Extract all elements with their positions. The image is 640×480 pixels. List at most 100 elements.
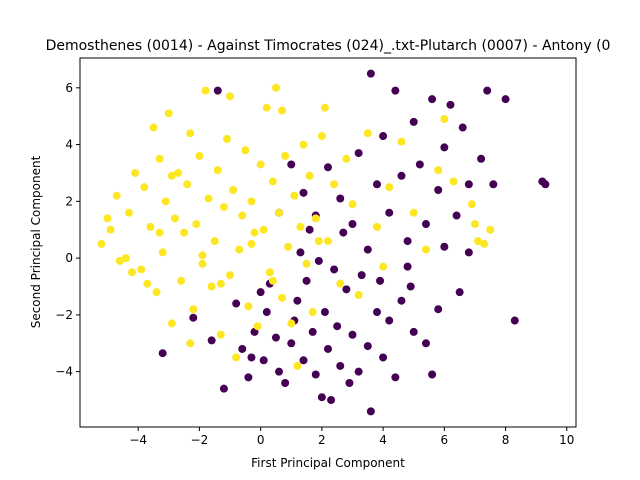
data-point	[275, 367, 284, 376]
data-point	[320, 308, 329, 317]
data-point	[342, 154, 351, 163]
data-point	[284, 242, 293, 251]
data-point	[186, 339, 195, 348]
data-point	[314, 237, 323, 246]
data-point	[253, 322, 262, 331]
data-point	[330, 180, 339, 189]
data-point	[167, 171, 176, 180]
data-point	[510, 316, 519, 325]
data-point	[195, 151, 204, 160]
data-point	[121, 254, 130, 263]
data-point	[363, 245, 372, 254]
data-point	[244, 373, 253, 382]
data-point	[458, 123, 467, 132]
data-point	[366, 407, 375, 416]
data-point	[311, 370, 320, 379]
plot-frame	[79, 57, 577, 428]
data-point	[293, 296, 302, 305]
data-point	[403, 237, 412, 246]
x-tick-label: −4	[129, 433, 147, 447]
data-point	[455, 288, 464, 297]
data-point	[348, 330, 357, 339]
data-point	[434, 305, 443, 314]
data-point	[189, 313, 198, 322]
data-point	[391, 373, 400, 382]
data-point	[213, 166, 222, 175]
data-point	[415, 160, 424, 169]
data-point	[421, 339, 430, 348]
data-point	[112, 191, 121, 200]
y-tick-label: −2	[55, 308, 73, 322]
data-point	[409, 327, 418, 336]
data-point	[372, 308, 381, 317]
data-point	[428, 95, 437, 104]
data-point	[342, 285, 351, 294]
data-point	[207, 282, 216, 291]
data-point	[244, 302, 253, 311]
data-point	[278, 106, 287, 115]
data-point	[440, 115, 449, 124]
data-point	[409, 208, 418, 217]
data-point	[256, 160, 265, 169]
data-point	[363, 129, 372, 138]
data-point	[287, 339, 296, 348]
data-point	[480, 239, 489, 248]
data-point	[385, 183, 394, 192]
data-point	[177, 276, 186, 285]
data-point	[501, 95, 510, 104]
x-tick-label: −2	[191, 433, 209, 447]
data-point	[339, 228, 348, 237]
data-point	[397, 296, 406, 305]
data-point	[397, 137, 406, 146]
y-tick-label: 4	[65, 138, 73, 152]
data-point	[324, 344, 332, 353]
data-point	[170, 214, 179, 223]
data-point	[477, 154, 486, 163]
data-point	[333, 322, 342, 331]
data-point	[366, 69, 375, 78]
data-point	[164, 109, 173, 118]
data-point	[103, 214, 112, 223]
data-point	[140, 183, 149, 192]
data-point	[379, 132, 388, 141]
y-axis-ticks: −4 −2 0 2 4 6	[55, 81, 80, 379]
data-point	[452, 211, 461, 220]
data-point	[241, 146, 250, 155]
data-point	[219, 384, 228, 393]
data-point	[489, 180, 498, 189]
data-point	[440, 242, 449, 251]
data-point	[207, 336, 216, 345]
data-point	[210, 237, 219, 246]
x-tick-label: 10	[559, 433, 574, 447]
data-point	[403, 262, 412, 271]
data-point	[271, 83, 280, 92]
data-point	[155, 154, 164, 163]
data-point	[155, 228, 164, 237]
y-tick-label: 0	[65, 251, 73, 265]
data-point	[421, 245, 430, 254]
data-point	[397, 171, 406, 180]
data-point	[238, 344, 247, 353]
y-tick-label: 2	[65, 194, 73, 208]
data-point	[299, 140, 308, 149]
data-point	[131, 168, 140, 177]
data-point	[486, 225, 495, 234]
data-point	[421, 220, 430, 229]
data-point	[345, 379, 354, 387]
x-tick-label: 0	[257, 433, 265, 447]
data-point	[281, 151, 290, 160]
data-point	[183, 180, 192, 189]
data-point	[278, 293, 287, 302]
data-point	[115, 256, 124, 265]
data-point	[464, 248, 473, 257]
x-tick-label: 8	[502, 433, 510, 447]
x-axis-label: First Principal Component	[251, 456, 405, 470]
data-point	[440, 143, 449, 152]
data-point	[161, 197, 170, 206]
data-point	[226, 92, 235, 101]
data-point	[189, 305, 198, 314]
data-point	[376, 276, 385, 285]
data-point	[173, 168, 182, 177]
data-point	[158, 248, 167, 257]
data-point	[363, 342, 372, 351]
